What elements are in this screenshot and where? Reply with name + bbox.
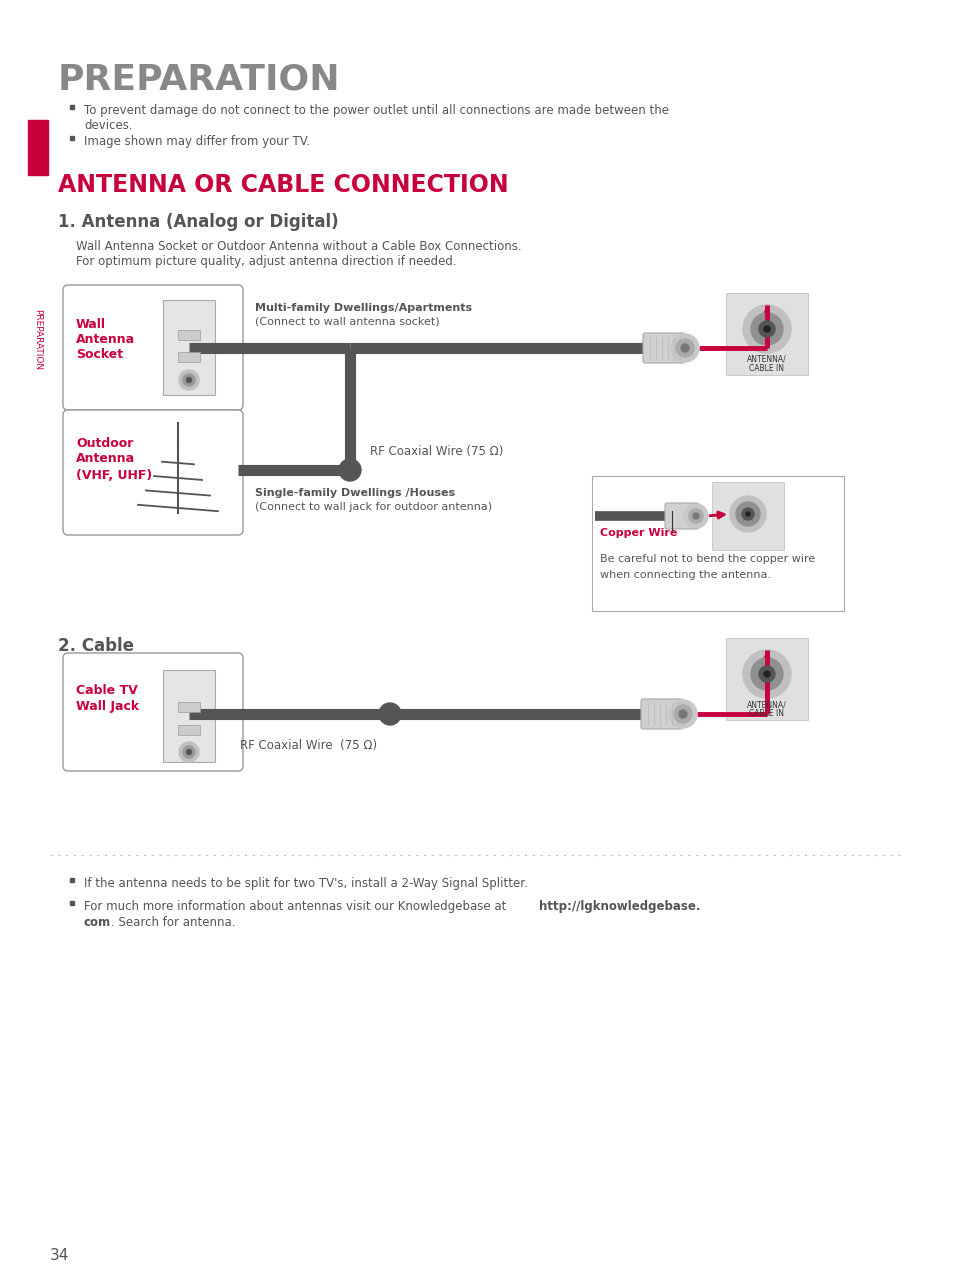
Text: ANTENNA/: ANTENNA/ bbox=[746, 700, 786, 709]
Text: Wall Jack: Wall Jack bbox=[76, 700, 139, 714]
Text: Copper Wire: Copper Wire bbox=[599, 528, 677, 538]
Text: Multi-family Dwellings/Apartments: Multi-family Dwellings/Apartments bbox=[254, 303, 472, 313]
Text: when connecting the antenna.: when connecting the antenna. bbox=[599, 570, 770, 580]
Circle shape bbox=[179, 742, 199, 762]
Circle shape bbox=[183, 745, 194, 758]
Text: Antenna: Antenna bbox=[76, 333, 135, 346]
Text: Be careful not to bend the copper wire: Be careful not to bend the copper wire bbox=[599, 555, 815, 563]
Circle shape bbox=[763, 326, 769, 332]
Circle shape bbox=[183, 374, 194, 385]
FancyBboxPatch shape bbox=[640, 700, 682, 729]
Text: For much more information about antennas visit our Knowledgebase at: For much more information about antennas… bbox=[84, 901, 510, 913]
Circle shape bbox=[763, 672, 769, 677]
Text: 1. Antenna (Analog or Digital): 1. Antenna (Analog or Digital) bbox=[58, 212, 338, 232]
Circle shape bbox=[179, 370, 199, 391]
Text: ANTENNA OR CABLE CONNECTION: ANTENNA OR CABLE CONNECTION bbox=[58, 173, 508, 197]
Bar bbox=[163, 670, 214, 762]
Text: Outdoor: Outdoor bbox=[76, 438, 133, 450]
Circle shape bbox=[741, 508, 753, 520]
Circle shape bbox=[668, 700, 697, 728]
Text: To prevent damage do not connect to the power outlet until all connections are m: To prevent damage do not connect to the … bbox=[84, 104, 668, 117]
Text: Wall Antenna Socket or Outdoor Antenna without a Cable Box Connections.: Wall Antenna Socket or Outdoor Antenna w… bbox=[76, 240, 521, 253]
Bar bbox=[178, 725, 200, 735]
FancyBboxPatch shape bbox=[642, 333, 684, 363]
Text: (VHF, UHF): (VHF, UHF) bbox=[76, 469, 152, 482]
Circle shape bbox=[692, 513, 699, 519]
Bar bbox=[725, 293, 807, 375]
Text: (Connect to wall jack for outdoor antenna): (Connect to wall jack for outdoor antenn… bbox=[254, 502, 492, 513]
Circle shape bbox=[745, 513, 749, 516]
Circle shape bbox=[688, 509, 702, 523]
Text: Antenna: Antenna bbox=[76, 452, 135, 466]
FancyBboxPatch shape bbox=[664, 502, 699, 529]
FancyBboxPatch shape bbox=[63, 285, 243, 410]
Text: CABLE IN: CABLE IN bbox=[749, 364, 783, 373]
Text: RF Coaxial Wire  (75 Ω): RF Coaxial Wire (75 Ω) bbox=[240, 739, 376, 752]
Bar bbox=[163, 300, 214, 396]
Text: com: com bbox=[84, 916, 111, 929]
Circle shape bbox=[378, 703, 400, 725]
Text: (Connect to wall antenna socket): (Connect to wall antenna socket) bbox=[254, 317, 439, 327]
Circle shape bbox=[750, 313, 782, 345]
Text: Wall: Wall bbox=[76, 318, 106, 331]
Text: . Search for antenna.: . Search for antenna. bbox=[111, 916, 235, 929]
Text: Single-family Dwellings /Houses: Single-family Dwellings /Houses bbox=[254, 488, 455, 499]
Text: PREPARATION: PREPARATION bbox=[58, 62, 340, 95]
Circle shape bbox=[759, 321, 774, 337]
Circle shape bbox=[338, 459, 360, 481]
Text: For optimum picture quality, adjust antenna direction if needed.: For optimum picture quality, adjust ante… bbox=[76, 254, 456, 268]
Circle shape bbox=[750, 658, 782, 689]
FancyBboxPatch shape bbox=[63, 410, 243, 536]
Text: Socket: Socket bbox=[76, 349, 123, 361]
Circle shape bbox=[735, 502, 760, 527]
Text: RF Coaxial Wire (75 Ω): RF Coaxial Wire (75 Ω) bbox=[370, 445, 503, 458]
Text: If the antenna needs to be split for two TV's, install a 2-Way Signal Splitter.: If the antenna needs to be split for two… bbox=[84, 876, 527, 890]
Bar bbox=[178, 352, 200, 363]
Circle shape bbox=[680, 343, 688, 352]
Circle shape bbox=[186, 749, 192, 754]
Circle shape bbox=[759, 667, 774, 682]
Bar bbox=[178, 329, 200, 340]
Circle shape bbox=[742, 650, 790, 698]
Bar bbox=[592, 476, 843, 611]
Text: ANTENNA/: ANTENNA/ bbox=[746, 355, 786, 364]
Circle shape bbox=[729, 496, 765, 532]
Circle shape bbox=[673, 705, 691, 722]
Text: devices.: devices. bbox=[84, 120, 132, 132]
Bar bbox=[711, 482, 783, 550]
Circle shape bbox=[186, 378, 192, 383]
Circle shape bbox=[670, 335, 699, 363]
Bar bbox=[28, 120, 48, 176]
Text: 34: 34 bbox=[50, 1248, 70, 1263]
Text: Cable TV: Cable TV bbox=[76, 684, 137, 697]
Text: PREPARATION: PREPARATION bbox=[33, 309, 43, 370]
FancyBboxPatch shape bbox=[63, 653, 243, 771]
Bar bbox=[178, 702, 200, 712]
Text: 2. Cable: 2. Cable bbox=[58, 637, 133, 655]
Text: http://lgknowledgebase.: http://lgknowledgebase. bbox=[538, 901, 700, 913]
Circle shape bbox=[676, 340, 693, 357]
Text: Image shown may differ from your TV.: Image shown may differ from your TV. bbox=[84, 135, 310, 148]
Circle shape bbox=[683, 504, 707, 528]
Circle shape bbox=[679, 710, 686, 717]
Text: CABLE IN: CABLE IN bbox=[749, 709, 783, 717]
Circle shape bbox=[742, 305, 790, 354]
Bar bbox=[725, 639, 807, 720]
